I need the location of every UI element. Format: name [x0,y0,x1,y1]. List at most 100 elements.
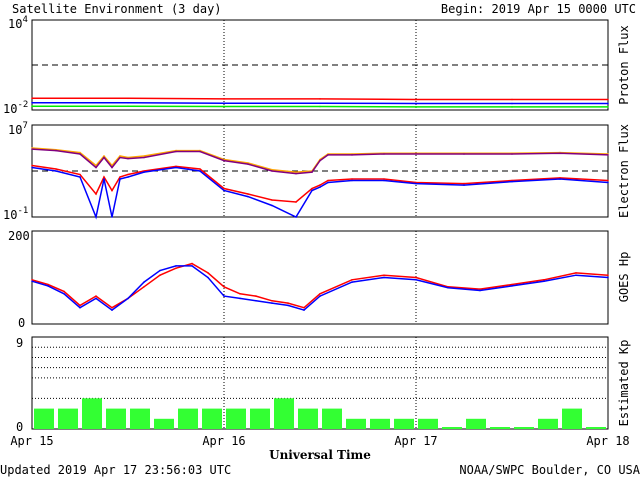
hp-point-red-8 [159,274,161,277]
electron-point-purple-4 [103,156,105,159]
electron-point-purple-10 [199,150,201,153]
hp-point-blue-24 [511,285,513,287]
electron-point-blue-7 [127,176,129,178]
electron-point-blue-17 [327,181,329,184]
electron-point-purple-15 [311,171,313,173]
electron-point-red-3 [95,193,97,195]
kp-bar-23 [586,427,606,429]
electron-point-purple-12 [247,163,249,165]
electron-point-red-4 [103,176,105,178]
electron-point-blue-24 [607,181,609,184]
electron-point-purple-2 [79,153,81,155]
electron-point-orange-13 [271,168,273,171]
kp-bar-8 [226,408,246,429]
kp-bar-6 [178,408,198,429]
electron-point-red-14 [295,201,297,203]
proton-point-red-0 [31,97,33,100]
kp-bar-18 [466,418,486,429]
hp-point-red-9 [175,267,177,270]
hp-point-red-2 [63,290,65,293]
electron-point-red-12 [247,193,249,195]
proton-ytick-top: 104 [8,15,28,31]
x-tick-apr17: Apr 17 [394,434,437,448]
electron-point-purple-3 [95,166,97,169]
hp-point-blue-7 [143,281,145,283]
proton-point-green-3 [319,105,321,108]
proton-point-green-1 [127,105,129,107]
electron-point-purple-8 [143,156,145,159]
hp-point-red-25 [543,279,545,281]
electron-point-blue-23 [559,178,561,180]
kp-bar-21 [538,418,558,429]
x-tick-apr18: Apr 18 [586,434,629,448]
hp-point-red-24 [511,283,513,286]
electron-point-blue-12 [247,195,249,198]
electron-point-purple-14 [295,172,297,175]
electron-point-red-17 [327,179,329,182]
x-tick-apr15: Apr 15 [10,434,53,448]
proton-point-blue-0 [31,102,33,104]
electron-point-blue-9 [175,166,177,169]
proton-point-red-1 [127,97,129,100]
proton-ytick-bottom: 10-2 [3,100,28,116]
x-axis-title: Universal Time [269,448,371,462]
proton-point-red-2 [223,98,225,100]
kp-bar-1 [58,408,78,429]
electron-point-red-18 [351,178,353,180]
hp-point-red-11 [207,272,209,274]
hp-point-blue-23 [479,289,481,292]
hp-point-red-27 [607,274,609,277]
hp-point-blue-1 [47,285,49,287]
kp-bar-4 [130,408,150,429]
hp-point-blue-27 [607,276,609,279]
proton-point-green-5 [511,106,513,108]
electron-point-purple-9 [175,150,177,153]
hp-point-red-15 [271,300,273,302]
electron-point-blue-1 [55,170,57,172]
electron-point-blue-18 [351,179,353,182]
electron-point-orange-2 [79,151,81,154]
proton-point-green-4 [415,106,417,108]
hp-point-blue-8 [159,269,161,272]
hp-point-red-5 [111,306,113,309]
hp-ytick-bottom: 0 [18,316,25,330]
proton-point-blue-6 [607,102,609,105]
electron-point-purple-22 [511,153,513,155]
hp-point-red-13 [239,293,241,295]
proton-point-blue-4 [415,102,417,105]
kp-bar-15 [394,418,414,429]
hp-point-blue-4 [95,297,97,300]
hp-point-blue-5 [111,309,113,311]
electron-point-purple-21 [463,153,465,155]
electron-point-blue-21 [463,184,465,186]
kp-bar-17 [442,427,462,429]
hp-point-blue-20 [383,276,385,279]
hp-point-blue-17 [303,309,305,311]
source-label: NOAA/SWPC Boulder, CO USA [459,463,640,477]
proton-series [31,97,609,108]
updated-label: Updated 2019 Apr 17 23:56:03 UTC [0,463,231,477]
hp-point-red-1 [47,283,49,286]
proton-point-green-2 [223,105,225,108]
electron-point-blue-13 [271,204,273,207]
kp-bar-16 [418,418,438,429]
kp-bar-12 [322,408,342,429]
electron-point-blue-3 [95,216,97,218]
plot-title: Satellite Environment (3 day) [12,2,222,16]
electron-ylabel: Electron Flux [617,124,631,218]
kp-bar-2 [82,398,102,429]
electron-point-orange-6 [119,155,121,157]
electron-point-red-21 [463,182,465,185]
hp-point-blue-15 [271,302,273,304]
electron-point-blue-5 [111,216,113,218]
electron-point-blue-19 [383,179,385,182]
proton-point-green-0 [31,105,33,107]
proton-point-red-5 [511,98,513,101]
kp-bar-22 [562,408,582,429]
kp-bar-0 [34,408,54,429]
kp-bar-10 [274,398,294,429]
hp-line-red [31,262,609,309]
begin-label: Begin: 2019 Apr 15 0000 UTC [441,2,636,16]
electron-point-blue-15 [311,189,313,192]
electron-point-red-2 [79,173,81,176]
